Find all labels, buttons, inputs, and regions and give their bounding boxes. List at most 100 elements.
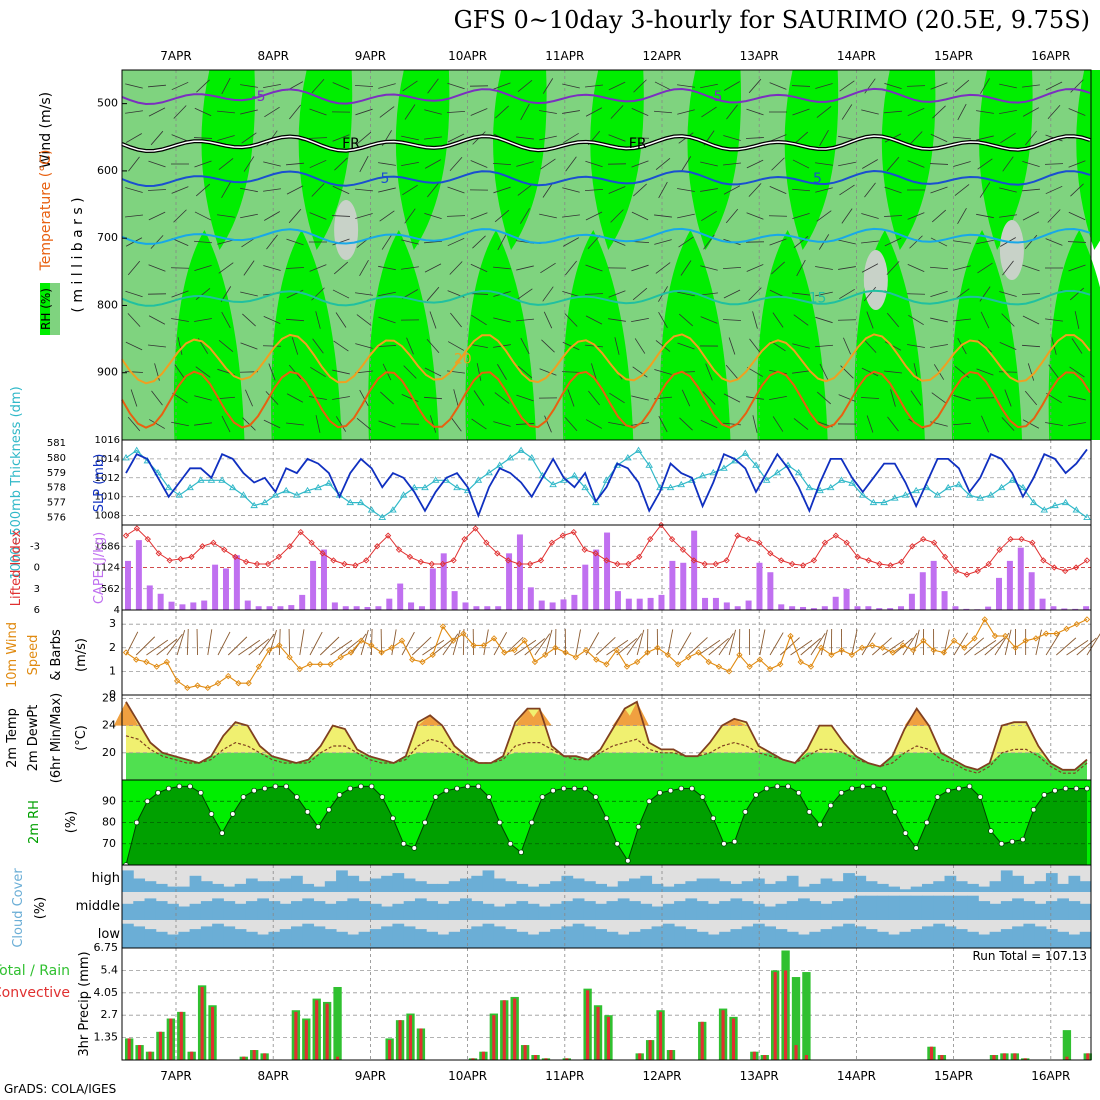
wind10m-barb-75 [892, 637, 913, 656]
cape-bar-48 [647, 597, 654, 610]
precip-conv-bar-4 [169, 1018, 173, 1060]
lifted-index-point-42 [581, 546, 588, 553]
rh-moist-upper-9 [1076, 70, 1100, 250]
wind10m-point-4 [163, 658, 171, 666]
cape-bar-37 [527, 587, 534, 610]
bottom-date-label-4: 11APR [545, 1069, 584, 1083]
cloud-low-cell-10 [234, 929, 247, 948]
upper-air-barb-561 [1047, 105, 1061, 119]
rh2m-unit: (%) [64, 811, 79, 834]
upper-air-barb-380 [745, 137, 765, 139]
lifted-index-point-5 [177, 555, 184, 563]
upper-air-barb-46 [195, 183, 211, 197]
upper-air-barb-414 [792, 292, 810, 296]
lifted-index-point-58 [756, 539, 763, 546]
upper-air-barb-476 [906, 85, 926, 87]
upper-air-barb-206 [447, 341, 465, 351]
upper-air-barb-261 [543, 311, 553, 329]
isotherm-10 [121, 227, 1091, 245]
thickness-point-54 [698, 471, 707, 479]
cloud-high-cell-0 [122, 870, 134, 892]
cloud-low-cell-59 [786, 931, 799, 948]
upper-air-barb-349 [679, 417, 693, 431]
cloud-high-cell-28 [437, 883, 450, 892]
upper-air-barb-454 [861, 240, 879, 244]
upper-air-barb-139 [335, 416, 347, 432]
cape-bar-80 [996, 577, 1002, 610]
cloud-middle-cell-75 [967, 895, 979, 920]
cape-bar-88 [1083, 606, 1090, 610]
rh2m-point-69 [859, 783, 866, 790]
upper-air-barb-518 [980, 78, 990, 94]
upper-air-barb-184 [424, 136, 442, 140]
wind10m-point-84 [981, 616, 988, 623]
top-date-label-1: 8APR [257, 49, 288, 63]
cloud-middle-cell-71 [921, 895, 934, 920]
upper-air-barb-136 [333, 340, 349, 352]
lifted-index-point-38 [537, 557, 545, 564]
cloud-middle-cell-44 [617, 898, 630, 920]
cloud-middle-cell-63 [831, 901, 844, 920]
thickness-point-70 [869, 498, 878, 506]
upper-air-barb-392 [769, 82, 787, 90]
cloud-high-cell-29 [448, 881, 461, 892]
upper-air-barb-368 [723, 185, 741, 195]
cape-bar-22 [364, 606, 371, 610]
upper-air-barb-484 [906, 293, 926, 295]
upper-air-barb-194 [423, 396, 443, 400]
upper-air-barb-486 [907, 344, 925, 348]
thickness-point-21 [346, 498, 355, 506]
wind10m-barb-36 [493, 632, 508, 656]
cloud-middle-cell-43 [606, 901, 619, 920]
upper-air-barb-333 [654, 369, 672, 375]
wind10m-point-89 [1032, 635, 1040, 642]
lifted-index-point-9 [221, 546, 228, 553]
wind10m-barb-7 [196, 628, 199, 656]
thickness-point-47 [624, 454, 632, 461]
thickness-point-65 [816, 486, 824, 494]
cloud-middle-cell-13 [268, 901, 281, 920]
lifted-index-point-68 [865, 557, 872, 564]
rh2m-point-39 [539, 794, 546, 800]
lifted-index-point-2 [144, 536, 151, 543]
wind10m-barb-15 [278, 628, 281, 656]
cloud-low-cell-8 [212, 923, 224, 948]
upper-air-barb-354 [700, 188, 718, 192]
wind10m-point-44 [572, 654, 579, 661]
wind10m-point-31 [439, 623, 447, 630]
upper-air-barb-496 [930, 237, 948, 247]
rh2m-point-52 [678, 785, 685, 792]
upper-air-barb-280 [585, 84, 603, 88]
cape-bar-16 [299, 594, 306, 610]
cape-bar-69 [876, 608, 883, 610]
upper-air-barb-40 [172, 392, 188, 404]
wind10m-barb-11 [238, 639, 261, 656]
upper-air-barb-495 [931, 209, 947, 223]
thickness-label: 1000~500mb Thickness (dm) [9, 386, 24, 579]
lifted-tick-0: 0 [34, 563, 40, 574]
precip-frame [121, 947, 1092, 1061]
rh-moist-upper-4 [590, 70, 644, 250]
cloud-middle-cell-58 [775, 903, 788, 920]
rh2m-point-13 [262, 785, 268, 792]
cloud-low-cell-85 [1079, 931, 1092, 948]
cloud-middle-cell-28 [437, 903, 450, 920]
precip-conv-bar-42 [565, 1058, 569, 1060]
upper-air-barb-298 [608, 186, 626, 194]
cloud-high-cell-79 [1012, 875, 1024, 892]
upper-air-barb-199 [449, 157, 463, 171]
upper-air-barb-483 [907, 264, 925, 272]
lifted-index-point-16 [297, 528, 304, 536]
upper-air-barb-494 [930, 186, 948, 194]
temp2m-line [125, 700, 1088, 771]
upper-air-barb-29 [173, 105, 187, 119]
wind10m-barb-33 [462, 628, 465, 656]
cape-bar-81 [1006, 560, 1013, 610]
wind10m-point-16 [286, 654, 293, 661]
upper-air-barb-74 [240, 187, 258, 193]
upper-air-barb-209 [450, 416, 462, 432]
cloud-low-cell-9 [223, 926, 236, 948]
rh2m-point-12 [251, 787, 257, 794]
thickness-point-13 [261, 498, 269, 506]
cloud-high-cell-66 [865, 881, 878, 892]
